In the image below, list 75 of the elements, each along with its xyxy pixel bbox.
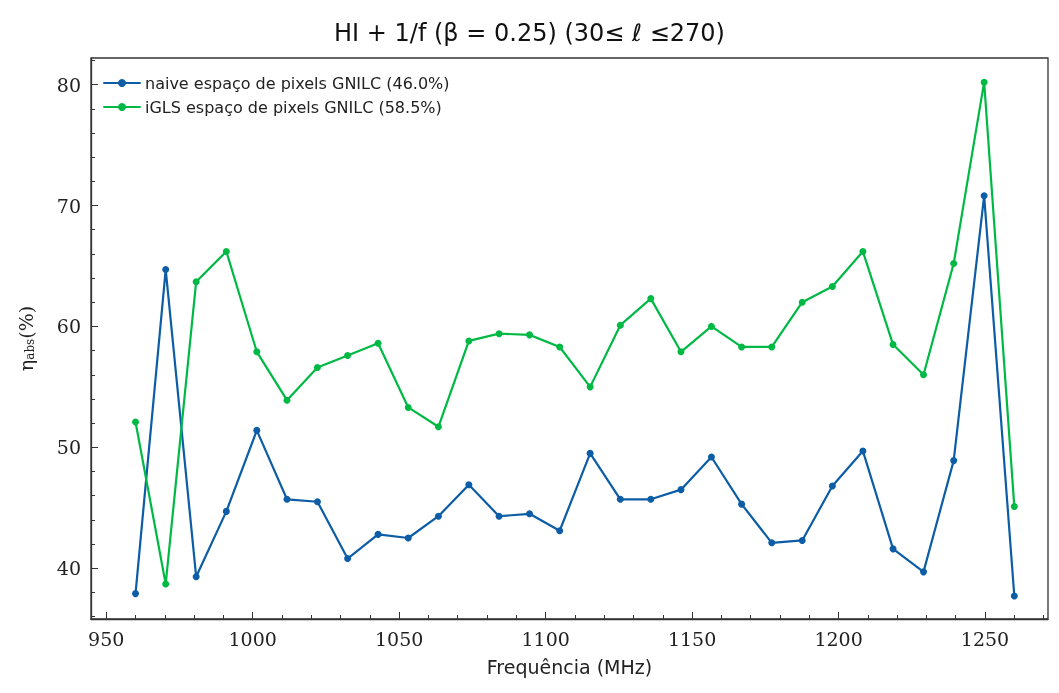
y-axis-title: ηabs(%) <box>15 305 37 372</box>
point <box>253 426 261 434</box>
point <box>495 330 503 338</box>
x-axis-title: Frequência (MHz) <box>486 655 653 678</box>
point <box>798 298 806 306</box>
point <box>1010 503 1018 511</box>
point <box>374 530 382 538</box>
point <box>677 348 685 356</box>
point <box>950 260 958 268</box>
point <box>132 418 140 426</box>
point <box>313 364 321 372</box>
point <box>950 457 958 465</box>
point <box>434 423 442 431</box>
y-tick-label: 60 <box>56 315 81 338</box>
point <box>222 247 230 255</box>
point <box>344 555 352 563</box>
point <box>192 573 200 581</box>
point <box>980 192 988 200</box>
x-tick-label: 950 <box>88 627 125 650</box>
y-tick-label: 50 <box>56 436 81 459</box>
point <box>980 78 988 86</box>
point <box>859 247 867 255</box>
point <box>465 337 473 345</box>
point <box>889 341 897 349</box>
point <box>586 383 594 391</box>
point <box>647 295 655 303</box>
y-tick-label: 70 <box>56 194 81 217</box>
legend-label: naive espaço de pixels GNILC (46.0%) <box>145 73 450 93</box>
point <box>404 403 412 411</box>
point <box>920 568 928 576</box>
legend-label: iGLS espaço de pixels GNILC (58.5%) <box>145 97 442 117</box>
point <box>313 498 321 506</box>
point <box>162 266 170 274</box>
x-tick-label: 1250 <box>960 627 1010 650</box>
point <box>404 534 412 542</box>
point <box>616 321 624 329</box>
point <box>556 527 564 535</box>
x-tick-label: 1150 <box>667 627 717 650</box>
point <box>707 322 715 330</box>
point <box>738 343 746 351</box>
point <box>192 278 200 286</box>
x-tick-label: 1000 <box>228 627 277 650</box>
point <box>920 371 928 379</box>
point <box>798 536 806 544</box>
point <box>495 512 503 520</box>
point <box>344 351 352 359</box>
point <box>768 343 776 351</box>
y-tick-label: 40 <box>56 557 81 580</box>
point <box>738 500 746 508</box>
x-tick-label: 1200 <box>814 627 863 650</box>
point <box>253 348 261 356</box>
point <box>647 495 655 503</box>
point <box>859 447 867 455</box>
point <box>677 486 685 494</box>
point <box>132 590 140 598</box>
point <box>768 539 776 547</box>
point <box>526 331 534 339</box>
point <box>1010 592 1018 600</box>
x-tick-label: 1100 <box>521 627 570 650</box>
point <box>374 339 382 347</box>
point <box>526 510 534 518</box>
point <box>465 481 473 489</box>
point <box>828 283 836 291</box>
point <box>616 495 624 503</box>
x-tick-label: 1050 <box>374 627 424 650</box>
y-tick-label: 80 <box>56 73 81 96</box>
point <box>283 495 291 503</box>
point <box>828 482 836 490</box>
point <box>556 343 564 351</box>
point <box>162 580 170 588</box>
point <box>434 512 442 520</box>
point <box>222 507 230 515</box>
point <box>586 449 594 457</box>
point <box>707 453 715 461</box>
chart-title: HI + 1/f (β = 0.25) (30≤ ℓ ≤270) <box>334 19 725 47</box>
